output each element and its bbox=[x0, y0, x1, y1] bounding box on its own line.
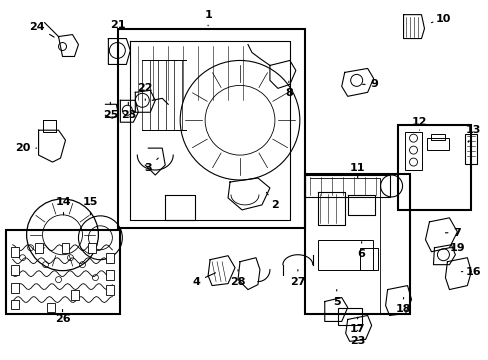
Bar bbox=[11, 247, 19, 257]
Text: 17: 17 bbox=[349, 317, 365, 334]
Text: 1: 1 bbox=[204, 10, 211, 26]
Text: 12: 12 bbox=[411, 117, 427, 130]
Bar bbox=[106, 270, 114, 280]
Text: 5: 5 bbox=[332, 289, 340, 306]
Bar bbox=[430, 134, 445, 140]
Bar bbox=[359, 248, 377, 270]
Text: 3: 3 bbox=[144, 158, 158, 173]
Text: 7: 7 bbox=[445, 228, 460, 238]
Bar bbox=[61, 243, 69, 253]
Bar bbox=[71, 289, 80, 300]
Bar bbox=[118, 28, 304, 228]
Text: 24: 24 bbox=[29, 22, 54, 37]
Text: 18: 18 bbox=[395, 298, 410, 315]
Text: 6: 6 bbox=[357, 242, 365, 259]
Bar bbox=[304, 174, 408, 315]
Bar bbox=[11, 265, 19, 275]
Bar bbox=[88, 243, 96, 253]
Bar bbox=[35, 243, 42, 253]
Text: 16: 16 bbox=[461, 267, 480, 276]
Bar bbox=[106, 285, 114, 294]
Bar bbox=[304, 175, 389, 197]
Text: 10: 10 bbox=[430, 14, 450, 24]
Text: 21: 21 bbox=[110, 19, 126, 36]
Text: 8: 8 bbox=[285, 81, 292, 98]
Bar bbox=[397, 125, 470, 210]
Text: 27: 27 bbox=[289, 270, 305, 287]
Text: 20: 20 bbox=[15, 143, 37, 153]
Bar bbox=[404, 132, 422, 170]
Text: 25: 25 bbox=[102, 102, 118, 120]
Text: 22: 22 bbox=[137, 84, 153, 100]
Bar bbox=[317, 240, 372, 270]
Text: 11: 11 bbox=[349, 163, 365, 178]
Text: 9: 9 bbox=[362, 79, 378, 89]
Text: 23: 23 bbox=[121, 102, 136, 120]
Text: 19: 19 bbox=[448, 243, 464, 253]
Bar bbox=[106, 253, 114, 263]
Text: 23: 23 bbox=[349, 330, 365, 346]
Text: 4: 4 bbox=[192, 273, 215, 287]
Text: 28: 28 bbox=[230, 270, 245, 287]
Bar bbox=[6, 230, 120, 315]
Bar bbox=[465, 134, 476, 164]
Bar bbox=[11, 283, 19, 293]
Bar bbox=[46, 302, 55, 312]
Text: 13: 13 bbox=[465, 125, 480, 142]
Text: 14: 14 bbox=[56, 197, 71, 215]
Bar bbox=[11, 300, 19, 310]
Bar bbox=[337, 307, 361, 325]
Bar bbox=[427, 138, 448, 150]
Text: 15: 15 bbox=[82, 197, 98, 215]
Text: 26: 26 bbox=[55, 310, 70, 324]
Text: 2: 2 bbox=[266, 192, 278, 210]
